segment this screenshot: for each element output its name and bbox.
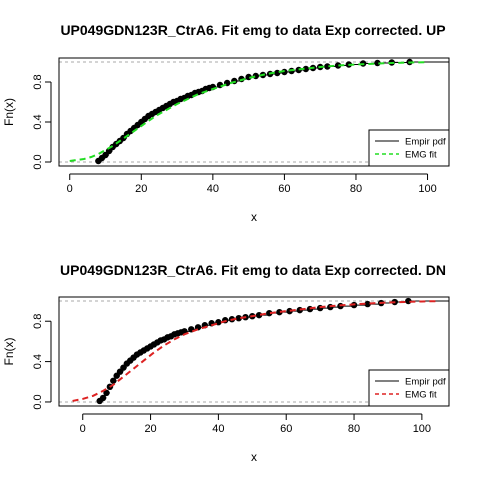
legend: Empir pdf EMG fit [368, 369, 450, 407]
x-tick-label: 100 [418, 183, 436, 195]
data-point [276, 308, 283, 316]
x-tick-label: 80 [350, 183, 362, 195]
y-tick-label: 0.8 [32, 74, 44, 89]
y-tick-label: 0.0 [32, 394, 44, 409]
y-axis-label: Fn(x) [2, 338, 16, 366]
x-tick-label: 20 [135, 183, 147, 195]
y-tick-label: 0.4 [32, 354, 44, 369]
legend-box [368, 369, 450, 407]
x-axis-label: x [251, 450, 257, 464]
legend-label: EMG fit [405, 390, 437, 401]
legend: Empir pdf EMG fit [368, 129, 450, 167]
x-tick-label: 60 [280, 423, 292, 435]
x-tick-label: 0 [67, 183, 73, 195]
x-tick-label: 20 [144, 423, 156, 435]
plot-frame [58, 296, 450, 407]
x-tick-label: 60 [278, 183, 290, 195]
chart-dn: UP049GDN123R_CtrA6. Fit emg to data Exp … [2, 262, 450, 464]
chart-title: UP049GDN123R_CtrA6. Fit emg to data Exp … [60, 22, 445, 38]
plot-frame [58, 57, 450, 167]
chart-up: UP049GDN123R_CtrA6. Fit emg to data Exp … [2, 22, 450, 224]
x-tick-label: 100 [413, 423, 431, 435]
emg-fit-line [72, 300, 439, 402]
legend-label: Empir pdf [405, 377, 446, 388]
legend-label: EMG fit [405, 150, 437, 161]
chart-title: UP049GDN123R_CtrA6. Fit emg to data Exp … [60, 262, 446, 278]
x-tick-label: 40 [212, 423, 224, 435]
x-tick-label: 40 [207, 183, 219, 195]
x-tick-label: 80 [348, 423, 360, 435]
x-axis-label: x [251, 210, 257, 224]
x-tick-label: 0 [80, 423, 86, 435]
legend-box [368, 129, 450, 167]
y-tick-label: 0.0 [32, 154, 44, 169]
emg-fit-line [69, 61, 428, 162]
y-tick-label: 0.8 [32, 314, 44, 329]
y-axis-label: Fn(x) [2, 98, 16, 126]
legend-label: Empir pdf [405, 137, 446, 148]
y-tick-label: 0.4 [32, 114, 44, 129]
